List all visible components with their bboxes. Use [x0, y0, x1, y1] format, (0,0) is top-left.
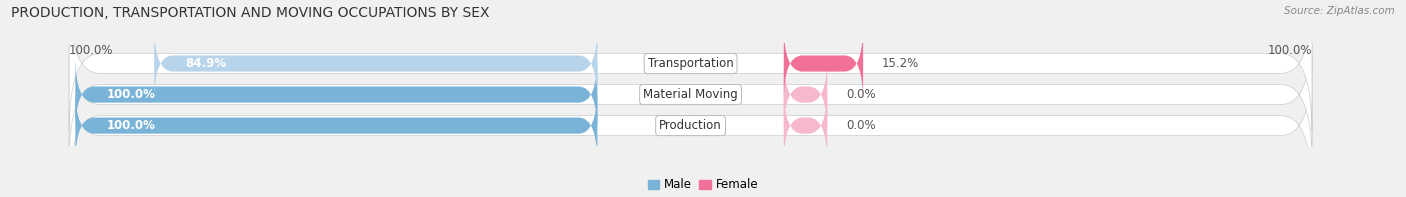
Legend: Male, Female: Male, Female — [643, 174, 763, 196]
FancyBboxPatch shape — [69, 58, 1312, 193]
FancyBboxPatch shape — [76, 87, 598, 164]
Text: 0.0%: 0.0% — [846, 88, 876, 101]
FancyBboxPatch shape — [783, 25, 863, 102]
Text: PRODUCTION, TRANSPORTATION AND MOVING OCCUPATIONS BY SEX: PRODUCTION, TRANSPORTATION AND MOVING OC… — [11, 6, 489, 20]
Text: 0.0%: 0.0% — [846, 119, 876, 132]
FancyBboxPatch shape — [783, 56, 827, 133]
Text: 100.0%: 100.0% — [69, 44, 114, 57]
Text: Source: ZipAtlas.com: Source: ZipAtlas.com — [1284, 6, 1395, 16]
Text: 100.0%: 100.0% — [107, 119, 155, 132]
FancyBboxPatch shape — [783, 87, 827, 164]
FancyBboxPatch shape — [76, 56, 598, 133]
Text: 100.0%: 100.0% — [1267, 44, 1312, 57]
Text: 100.0%: 100.0% — [107, 88, 155, 101]
Text: 84.9%: 84.9% — [186, 57, 226, 70]
FancyBboxPatch shape — [155, 25, 598, 102]
Text: Material Moving: Material Moving — [643, 88, 738, 101]
Text: Transportation: Transportation — [648, 57, 734, 70]
FancyBboxPatch shape — [69, 27, 1312, 162]
FancyBboxPatch shape — [69, 0, 1312, 131]
Text: Production: Production — [659, 119, 721, 132]
Text: 15.2%: 15.2% — [882, 57, 920, 70]
